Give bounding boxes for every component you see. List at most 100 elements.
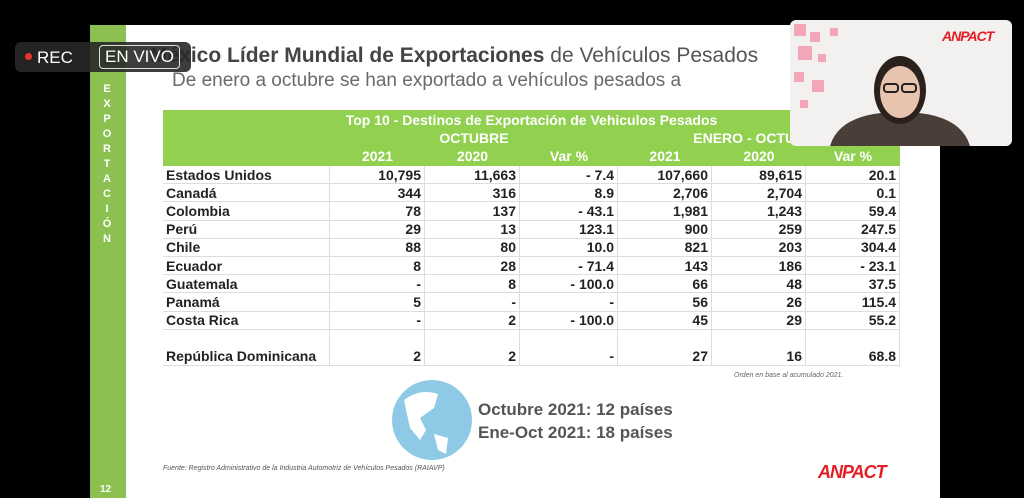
column-header: 2020 (456, 148, 489, 164)
table-cell: 304.4 (806, 238, 900, 257)
table-cell: 8 (425, 275, 520, 294)
column-header: 2020 (743, 148, 775, 164)
table-cell: - (330, 275, 425, 294)
table-cell: 88 (330, 238, 425, 257)
row-label: Perú (163, 220, 330, 239)
table-cell: 143 (618, 257, 712, 276)
webcam-feed (794, 24, 970, 146)
subtitle: De enero a octubre se han exportado a ve… (172, 70, 682, 91)
column-header: Var % (833, 148, 873, 164)
table-cell: 29 (712, 311, 806, 330)
table-cell: - 23.1 (806, 257, 900, 276)
source-note: Fuente: Registro Administrativo de la In… (163, 465, 445, 472)
row-label: Estados Unidos (163, 166, 330, 185)
table-cell: 45 (618, 311, 712, 330)
table-cell: 27 (618, 329, 712, 366)
table-cell: 1,243 (712, 202, 806, 221)
table-cell: 900 (618, 220, 712, 239)
stream-badge: REC EN VIVO (15, 42, 191, 72)
column-header: 2021 (361, 148, 394, 164)
slide-logo: ANPACT (818, 462, 887, 482)
table-cell: 247.5 (806, 220, 900, 239)
live-label: EN VIVO (99, 45, 180, 69)
table-cell: - 71.4 (520, 257, 618, 276)
row-label: Panamá (163, 293, 330, 312)
side-strip (90, 25, 126, 498)
row-label: República Dominicana (163, 329, 330, 366)
table-cell: 16 (712, 329, 806, 366)
table-cell: 115.4 (806, 293, 900, 312)
table-cell: 259 (712, 220, 806, 239)
table-header-bg (163, 110, 900, 166)
table-cell: 56 (618, 293, 712, 312)
table-cell: 89,615 (712, 166, 806, 185)
row-label: Costa Rica (163, 311, 330, 330)
row-label: Chile (163, 238, 330, 257)
table-cell: - 7.4 (520, 166, 618, 185)
table-cell: - (520, 329, 618, 366)
row-label: Ecuador (163, 257, 330, 276)
table-cell: - 100.0 (520, 311, 618, 330)
table-cell: - (330, 311, 425, 330)
table-cell: - 100.0 (520, 275, 618, 294)
summary-line: Octubre 2021: 12 países (478, 400, 673, 419)
webcam-logo: ANPACT (942, 28, 994, 44)
table-cell: 2,704 (712, 184, 806, 203)
table-cell: 37.5 (806, 275, 900, 294)
title-bold: México Líder Mundial de Exportaciones (150, 44, 545, 67)
table-cell: 20.1 (806, 166, 900, 185)
table-cell: 137 (425, 202, 520, 221)
table-cell: 2 (425, 311, 520, 330)
row-label: Colombia (163, 202, 330, 221)
table-cell: 66 (618, 275, 712, 294)
slide-title: México Líder Mundial de Exportaciones de… (150, 44, 758, 68)
table-cell: - (425, 293, 520, 312)
column-header: 2021 (649, 148, 681, 164)
table-cell: 0.1 (806, 184, 900, 203)
table-cell: 55.2 (806, 311, 900, 330)
table-cell: 28 (425, 257, 520, 276)
table-cell: 26 (712, 293, 806, 312)
rec-dot (25, 53, 32, 60)
table-cell: 2,706 (618, 184, 712, 203)
table-cell: 59.4 (806, 202, 900, 221)
row-label: Canadá (163, 184, 330, 203)
table-title: Top 10 - Destinos de Exportación de Vehi… (345, 112, 718, 128)
table-cell: 78 (330, 202, 425, 221)
table-cell: 5 (330, 293, 425, 312)
title-rest: de Vehículos Pesados (550, 44, 759, 67)
table-cell: 11,663 (425, 166, 520, 185)
page-number: 12 (100, 484, 112, 495)
table-cell: - 43.1 (520, 202, 618, 221)
rec-label: REC (37, 48, 73, 67)
table-cell: 2 (330, 329, 425, 366)
table-cell: 821 (618, 238, 712, 257)
table-cell: 2 (425, 329, 520, 366)
table-note: Orden en base al acumulado 2021. (734, 372, 844, 379)
group-header: OCTUBRE (439, 130, 509, 146)
table-cell: - (520, 293, 618, 312)
column-header: Var % (549, 148, 589, 164)
table-cell: 29 (330, 220, 425, 239)
side-label: EXPORTACIÓN (102, 83, 112, 245)
table-cell: 13 (425, 220, 520, 239)
table-cell: 186 (712, 257, 806, 276)
row-label: Guatemala (163, 275, 330, 294)
table-cell: 316 (425, 184, 520, 203)
table-cell: 10.0 (520, 238, 618, 257)
table-cell: 80 (425, 238, 520, 257)
table-cell: 344 (330, 184, 425, 203)
globe (392, 380, 472, 460)
table-cell: 123.1 (520, 220, 618, 239)
table-cell: 8.9 (520, 184, 618, 203)
table-cell: 203 (712, 238, 806, 257)
table-cell: 8 (330, 257, 425, 276)
table-cell: 48 (712, 275, 806, 294)
table-cell: 1,981 (618, 202, 712, 221)
table-cell: 68.8 (806, 329, 900, 366)
summary-line: Ene-Oct 2021: 18 países (478, 423, 673, 442)
table-cell: 107,660 (618, 166, 712, 185)
webcam: ANPACT (790, 20, 1012, 146)
table-cell: 10,795 (330, 166, 425, 185)
